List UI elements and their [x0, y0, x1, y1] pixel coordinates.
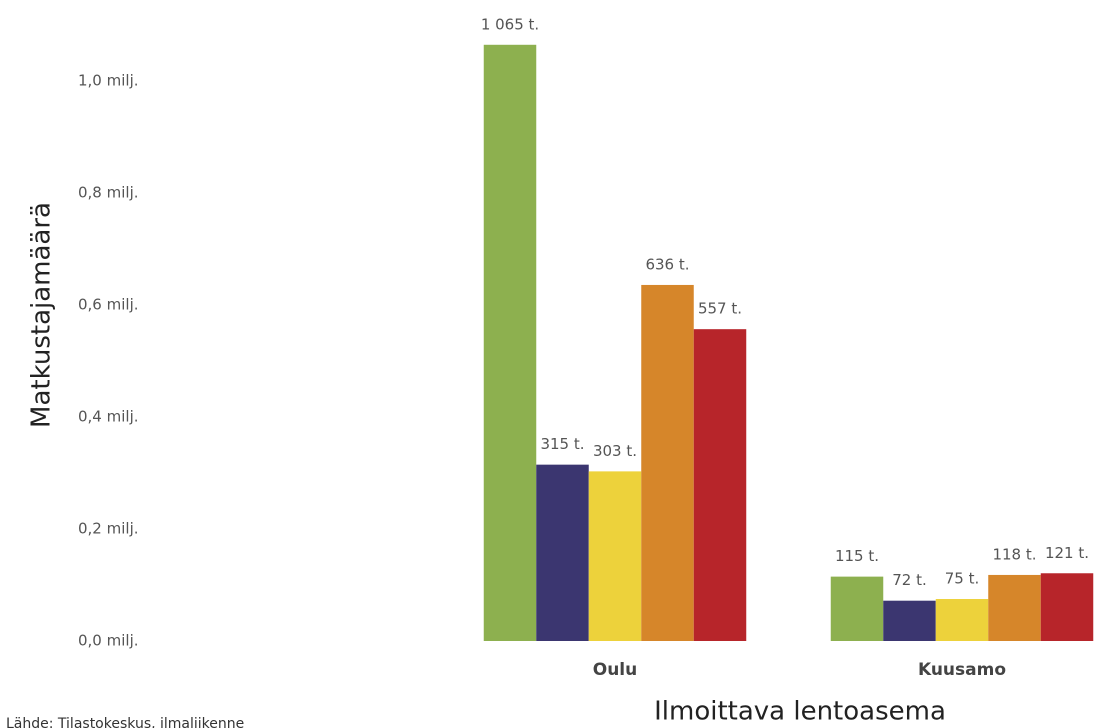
bar [1040, 573, 1094, 641]
value-label: 315 t. [540, 435, 584, 453]
y-tick-label: 0,0 milj. [78, 632, 139, 650]
bar [988, 574, 1041, 641]
y-tick-label: 0,2 milj. [78, 520, 139, 538]
value-label: 121 t. [1045, 544, 1089, 562]
value-label: 118 t. [992, 545, 1036, 563]
value-label: 72 t. [892, 571, 927, 589]
x-tick-label: Kuusamo [918, 660, 1006, 680]
y-tick-label: 0,8 milj. [78, 184, 139, 202]
source-note: Lähde: Tilastokeskus, ilmaliikenne [6, 716, 244, 728]
bar [883, 600, 936, 641]
y-tick-label: 0,6 milj. [78, 296, 139, 314]
bar [536, 464, 589, 641]
value-label: 557 t. [698, 300, 742, 318]
bar [641, 284, 694, 641]
y-tick-label: 0,4 milj. [78, 408, 139, 426]
bar [483, 44, 537, 642]
bar [693, 329, 747, 641]
x-axis-title: Ilmoittava lentoasema [654, 697, 946, 727]
y-axis-title: Matkustajamäärä [27, 202, 57, 428]
value-label: 636 t. [645, 255, 689, 273]
x-tick-label: Oulu [593, 660, 637, 680]
bar [588, 471, 642, 641]
value-label: 75 t. [945, 570, 980, 588]
bar [830, 576, 884, 641]
value-label: 115 t. [835, 547, 879, 565]
value-label: 303 t. [593, 442, 637, 460]
y-tick-label: 1,0 milj. [78, 72, 139, 90]
bar [935, 599, 989, 641]
value-label: 1 065 t. [481, 15, 539, 33]
